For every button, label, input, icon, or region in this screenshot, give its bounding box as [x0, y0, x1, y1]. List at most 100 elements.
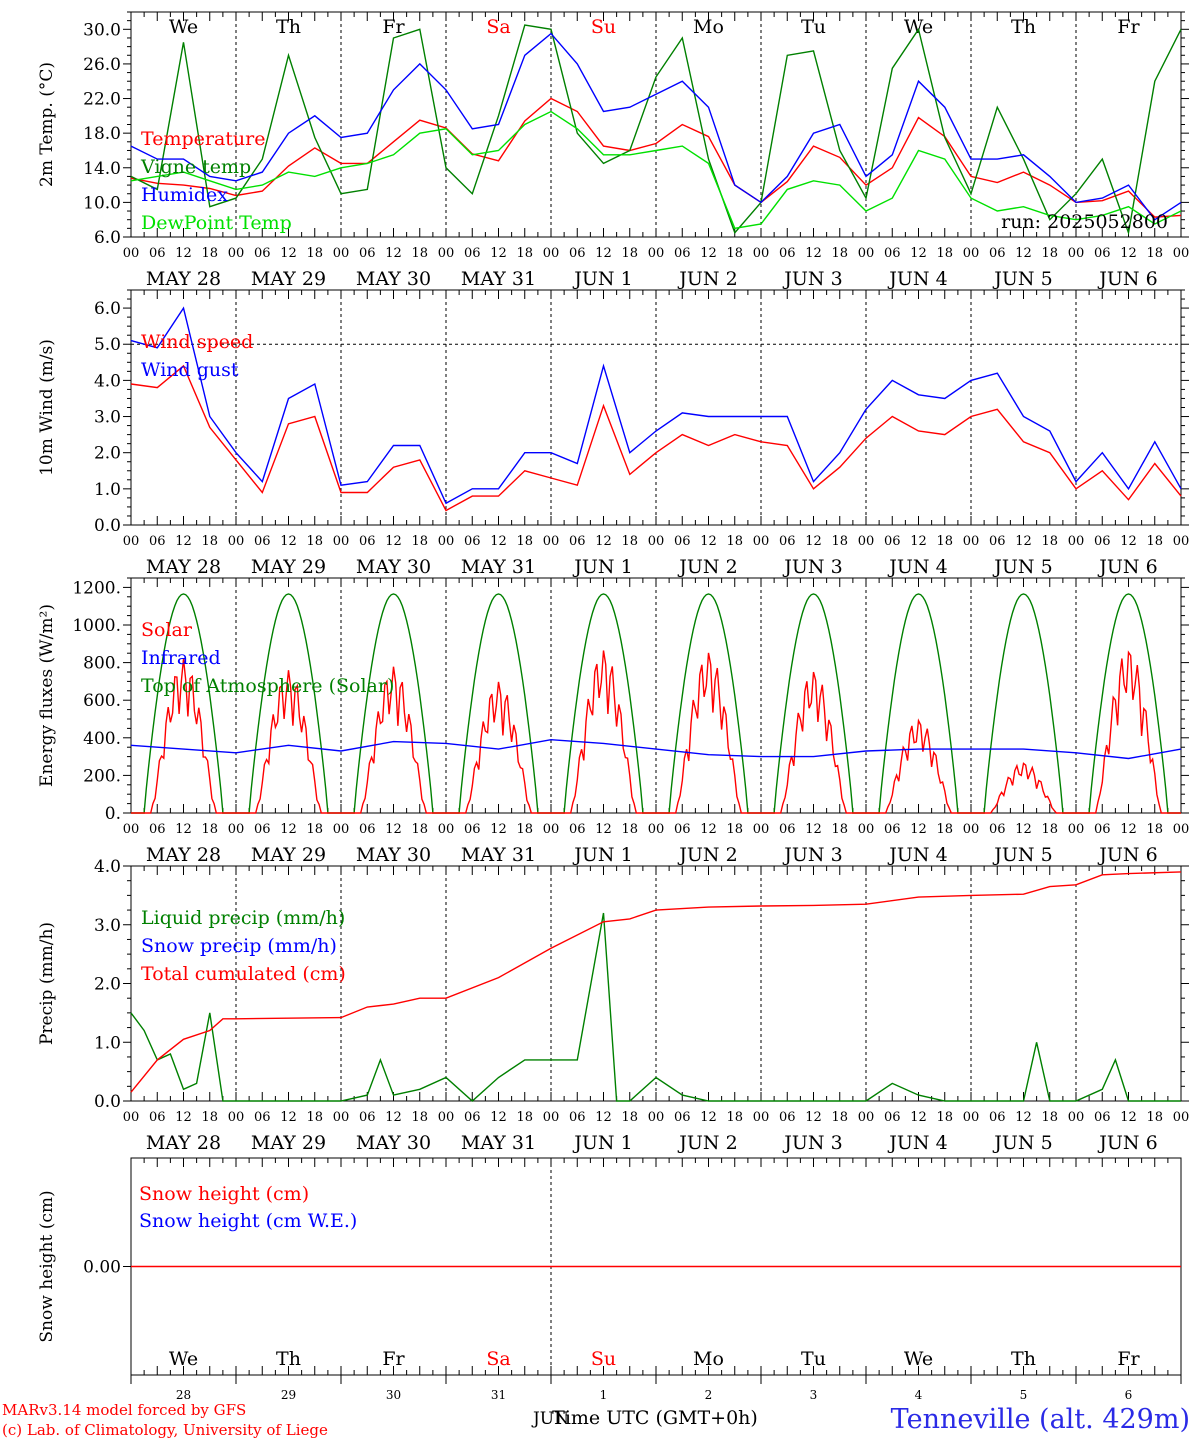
hour-tick-label: 06: [149, 246, 166, 261]
weekday-label: Tu: [801, 1348, 826, 1370]
hour-tick-label: 18: [1041, 822, 1058, 837]
series-line-wind-gust: [130, 306, 1182, 505]
hour-tick-label: 06: [149, 534, 166, 549]
hour-tick-label: 06: [569, 822, 586, 837]
hour-tick-label: 00: [963, 1110, 980, 1125]
y-tick-label: 10.0: [83, 193, 121, 213]
series-line-solar: [131, 650, 1181, 814]
hour-tick-label: 18: [1041, 1110, 1058, 1125]
hour-tick-label: 12: [175, 246, 192, 261]
y-tick-label: 4.0: [94, 857, 121, 877]
legend-label: Total cumulated (cm): [141, 963, 346, 985]
hour-tick-label: 18: [1146, 1110, 1163, 1125]
hour-tick-label: 18: [726, 534, 743, 549]
date-label: JUN 6: [1097, 844, 1157, 866]
hour-tick-label: 12: [1120, 534, 1137, 549]
date-label: JUN 4: [887, 268, 947, 290]
hour-tick-label: 00: [1068, 534, 1085, 549]
hour-tick-label: 18: [726, 246, 743, 261]
y-tick-label: 0.00: [83, 1258, 121, 1278]
hour-tick-label: 18: [621, 822, 638, 837]
date-label: JUN 1: [572, 844, 632, 866]
hour-tick-label: 06: [674, 822, 691, 837]
hour-tick-label: 00: [123, 534, 140, 549]
hour-tick-label: 06: [464, 246, 481, 261]
date-label: JUN 1: [572, 556, 632, 578]
hour-tick-label: 12: [910, 822, 927, 837]
hour-tick-label: 06: [989, 822, 1006, 837]
hour-tick-label: 18: [936, 246, 953, 261]
hour-tick-label: 00: [1068, 822, 1085, 837]
weekday-label: We: [904, 16, 933, 38]
hour-tick-label: 12: [490, 1110, 507, 1125]
y-tick-label: 0.: [105, 804, 121, 824]
hour-tick-label: 00: [333, 1110, 350, 1125]
hour-tick-label: 06: [569, 246, 586, 261]
hour-tick-label: 06: [989, 1110, 1006, 1125]
hour-tick-label: 00: [858, 534, 875, 549]
legend-label: Humidex: [141, 184, 228, 206]
hour-tick-label: 18: [306, 534, 323, 549]
hour-tick-label: 06: [464, 534, 481, 549]
hour-tick-label: 18: [936, 822, 953, 837]
hour-tick-label: 12: [175, 534, 192, 549]
hour-tick-label: 00: [123, 246, 140, 261]
hour-tick-label: 12: [280, 534, 297, 549]
hour-tick-label: 12: [595, 246, 612, 261]
hour-tick-label: 00: [438, 1110, 455, 1125]
hour-tick-label: 18: [831, 246, 848, 261]
y-tick-label: 600.: [83, 691, 121, 711]
hour-tick-label: 00: [963, 822, 980, 837]
date-label: MAY 29: [251, 844, 326, 866]
hour-tick-label: 06: [1094, 1110, 1111, 1125]
date-label: JUN 1: [572, 1132, 632, 1154]
y-tick-label: 3.0: [94, 408, 121, 428]
legend-label: Wind gust: [141, 359, 239, 381]
weekday-label: Fr: [382, 1348, 405, 1370]
y-tick-label: 3.0: [94, 916, 121, 936]
hour-tick-label: 06: [1094, 534, 1111, 549]
weekday-label: Mo: [693, 16, 724, 38]
date-label: JUN 3: [782, 268, 842, 290]
date-label: JUN 1: [572, 268, 632, 290]
weekday-label: Th: [276, 1348, 301, 1370]
hour-tick-label: 00: [333, 822, 350, 837]
date-label: JUN 6: [1097, 268, 1157, 290]
hour-tick-label: 12: [175, 1110, 192, 1125]
hour-tick-label: 12: [595, 534, 612, 549]
hour-tick-label: 00: [1173, 534, 1190, 549]
date-label: JUN 4: [887, 844, 947, 866]
weekday-label: Sa: [486, 16, 510, 38]
y-tick-label: 400.: [83, 729, 121, 749]
hour-tick-label: 00: [438, 246, 455, 261]
y-tick-label: 6.0: [94, 228, 121, 248]
weekday-label: Fr: [382, 16, 405, 38]
weekday-label: Fr: [1117, 1348, 1140, 1370]
hour-tick-label: 12: [910, 246, 927, 261]
weekday-label: Mo: [693, 1348, 724, 1370]
weekday-label: Th: [1011, 1348, 1036, 1370]
hour-tick-label: 06: [464, 822, 481, 837]
hour-tick-label: 06: [884, 534, 901, 549]
hour-tick-label: 06: [779, 534, 796, 549]
y-tick-label: 2.0: [94, 444, 121, 464]
hour-tick-label: 00: [123, 822, 140, 837]
y-axis-label: Snow height (cm): [37, 1190, 57, 1342]
hour-tick-label: 18: [1041, 246, 1058, 261]
date-label: JUN 6: [1097, 1132, 1157, 1154]
date-label: MAY 31: [461, 268, 536, 290]
hour-tick-label: 06: [569, 534, 586, 549]
weekday-label: We: [169, 1348, 198, 1370]
hour-tick-label: 18: [726, 822, 743, 837]
date-label: MAY 31: [461, 844, 536, 866]
hour-tick-label: 06: [254, 534, 271, 549]
hour-tick-label: 18: [306, 1110, 323, 1125]
hour-tick-label: 00: [543, 534, 560, 549]
hour-tick-label: 18: [621, 246, 638, 261]
date-label: MAY 29: [251, 1132, 326, 1154]
hour-tick-label: 18: [1146, 534, 1163, 549]
hour-tick-label: 18: [516, 822, 533, 837]
weekday-label: Tu: [801, 16, 826, 38]
hour-tick-label: 06: [149, 1110, 166, 1125]
